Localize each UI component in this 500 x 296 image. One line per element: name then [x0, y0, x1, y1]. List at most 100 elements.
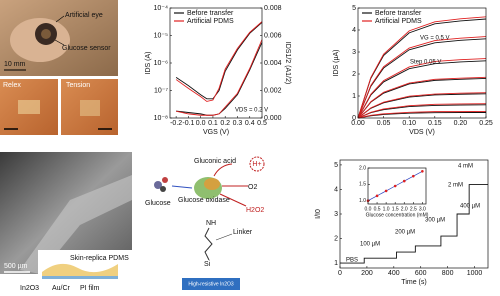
y-tick-label: 4 [334, 186, 338, 193]
y-tick-label: 2 [352, 71, 356, 78]
series-line [357, 103, 487, 119]
inset-bg [368, 168, 426, 204]
marker [402, 179, 406, 183]
series-line [176, 39, 263, 116]
label: Skin-replica PDMS [70, 255, 129, 262]
x-tick-label: 0.20 [454, 120, 468, 127]
label: PI film [80, 285, 100, 292]
eye-pupil [41, 29, 51, 39]
label: Glucose [145, 200, 171, 207]
pointer [215, 233, 233, 241]
sensor [18, 100, 40, 114]
x-axis-label: Time (s) [401, 279, 426, 286]
legend-label: Artificial PDMS [375, 18, 422, 25]
plot-frame [357, 7, 487, 119]
annotation: 200 µM [395, 230, 415, 236]
x-tick-label: 1.5 [392, 206, 399, 212]
x-tick-label: 0.0 [365, 206, 372, 212]
y-tick-label: 4 [352, 27, 356, 34]
label: Au/Cr [52, 285, 71, 292]
y-tick-label: 1.5 [359, 182, 366, 188]
x-tick-label: 400 [388, 270, 400, 277]
label: 500 µm [4, 263, 28, 270]
annotation: VDS = 0.2 V [235, 108, 268, 114]
label: Gluconic acid [194, 158, 236, 165]
label: Linker [233, 229, 253, 236]
x-axis-label: VDS (V) [409, 129, 435, 136]
x-tick-label: 0.5 [374, 206, 381, 212]
y2-tick-label: 0.008 [264, 5, 282, 12]
y-tick-label: 3 [334, 211, 338, 218]
annotation: 400 µM [460, 204, 480, 210]
x-tick-label: 0.05 [377, 120, 391, 127]
pointer [55, 15, 65, 23]
plot-frame [169, 7, 263, 119]
x-tick-label: 2.0 [401, 206, 408, 212]
y2-tick-label: 0.000 [264, 115, 282, 122]
annotation: VG = 0.5 V [420, 36, 450, 42]
annotation: Step 0.05 V [410, 60, 441, 66]
legend-label: Before transfer [187, 10, 234, 17]
enzyme [204, 178, 220, 190]
label: Tension [66, 82, 90, 89]
label: O2 [248, 184, 257, 191]
label: High-resistive In2O3 [188, 281, 234, 287]
layer [42, 276, 118, 279]
y-axis-label: IDS (µA) [333, 50, 340, 77]
inset-bg [170, 8, 262, 118]
x-tick-label: 0.5 [257, 120, 267, 127]
series-line [357, 76, 487, 119]
label: Si [204, 261, 211, 268]
x-tick-label: 0.15 [428, 120, 442, 127]
y2-tick-label: 0.002 [264, 87, 282, 94]
marker [412, 174, 415, 178]
y2-tick-label: 0.004 [264, 60, 282, 67]
y-tick-label: 5 [352, 5, 356, 12]
y-tick-label: 10⁻⁴ [154, 5, 169, 12]
photo-panel: Artificial eye Glucose sensor 10 mm Rele… [0, 0, 118, 135]
x-tick-label: 0.4 [245, 120, 255, 127]
y-tick-label: 10⁻⁷ [154, 87, 168, 94]
proton-circle [249, 156, 265, 172]
series-line [175, 21, 263, 102]
x-tick-label: 0 [338, 270, 342, 277]
y-tick-label: 1 [334, 260, 338, 267]
x-tick-label: 1.0 [383, 206, 390, 212]
marker [375, 194, 379, 198]
x-tick-label: -0.2 [170, 120, 182, 127]
x-tick-label: 1000 [467, 270, 483, 277]
x-tick-label: 0.25 [479, 120, 493, 127]
y-tick-label: 10⁻⁸ [154, 115, 168, 122]
x-tick-label: -0.1 [182, 120, 194, 127]
molecule [162, 177, 168, 183]
label: Glucose sensor [62, 45, 111, 52]
y-axis-label: IDS (A) [145, 52, 152, 75]
x-tick-label: 0.2 [220, 120, 230, 127]
y2-axis-label: IDS1/2 (A1/2) [284, 42, 291, 84]
label: Artificial eye [65, 12, 103, 19]
series-line [357, 16, 487, 119]
legend-label: Before transfer [375, 10, 422, 17]
substrate [182, 278, 240, 290]
y-tick-label: 1 [352, 93, 356, 100]
label: In2O3 [20, 285, 39, 292]
x-tick-label: 0.1 [208, 120, 218, 127]
y-tick-label: 2.0 [359, 165, 366, 171]
pointer [54, 39, 65, 46]
x-axis-label: VGS (V) [203, 129, 229, 136]
series-line [357, 58, 487, 119]
label: 10 mm [4, 61, 26, 68]
y-tick-label: 2 [334, 235, 338, 242]
y-tick-label: 0 [352, 115, 356, 122]
x-tick-label: 0.10 [402, 120, 416, 127]
x-tick-label: 200 [361, 270, 373, 277]
molecule [154, 181, 162, 189]
annotation: PBS [346, 258, 358, 264]
label: H+ [252, 161, 261, 168]
y-tick-label: 10⁻⁶ [154, 60, 168, 67]
x-tick-label: 0.00 [351, 120, 365, 127]
sensor [80, 100, 100, 116]
plot-frame [367, 167, 427, 205]
schematic: Glucose Gluconic acid H+ O2 H2O2 Glucose… [145, 156, 265, 290]
